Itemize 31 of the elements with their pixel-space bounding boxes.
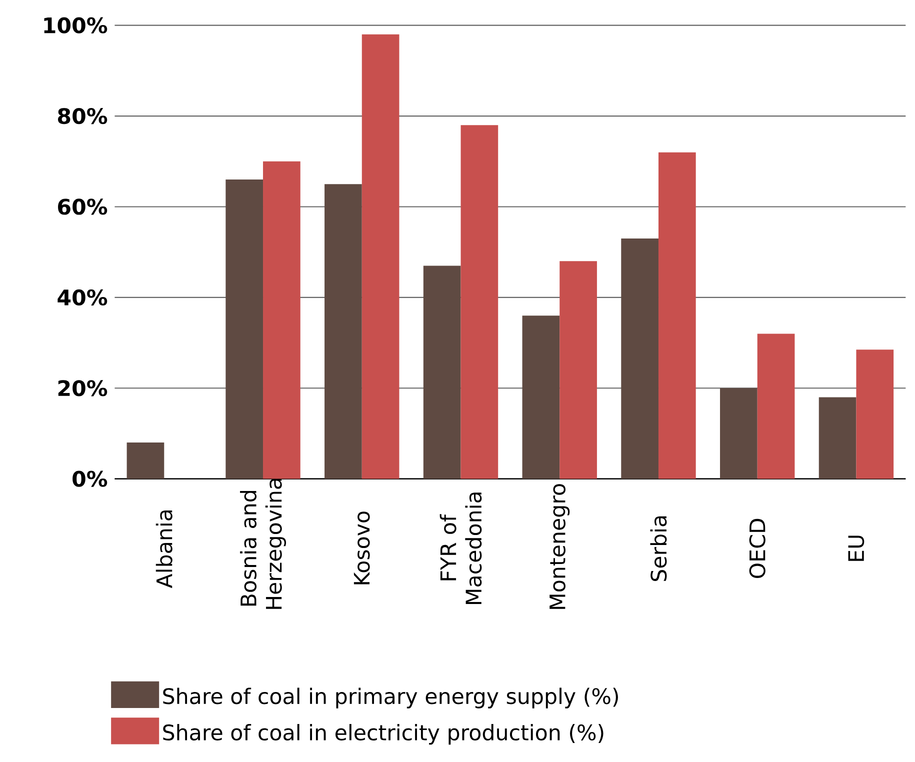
bar [658,152,696,480]
bar [460,125,498,480]
legend-label: Share of coal in primary energy supply (%) [163,688,618,709]
bar [263,162,300,480]
bar [126,442,164,480]
bar [362,34,400,480]
legend-label: Share of coal in electricity production (%) [163,724,604,745]
y-tick-label: 20% [58,380,108,396]
x-tick-label: Bosnia and Herzegovina [240,479,286,610]
x-tick-label: Kosovo [354,512,370,584]
y-tick-label: 80% [58,108,108,124]
x-tick-label: EU [848,536,864,562]
x-tick-label: OECD [749,519,766,578]
y-tick-label: 0% [72,470,108,488]
bar [621,238,658,480]
x-tick-label: FYR of Macedonia [440,492,482,604]
bar [324,184,362,480]
y-tick-label: 60% [58,198,108,215]
bar [757,334,795,480]
x-tick-label: Serbia [650,516,667,582]
bar [522,316,560,480]
bar [560,261,597,480]
x-tick-label: Montenegro [550,484,570,610]
bar [856,350,894,480]
bar [720,388,758,480]
bar [226,180,264,480]
x-tick-label: Albania [156,510,172,588]
y-tick-label: 100% [44,17,108,34]
bar [818,397,856,480]
y-tick-label: 40% [58,290,108,306]
bar [423,266,461,480]
